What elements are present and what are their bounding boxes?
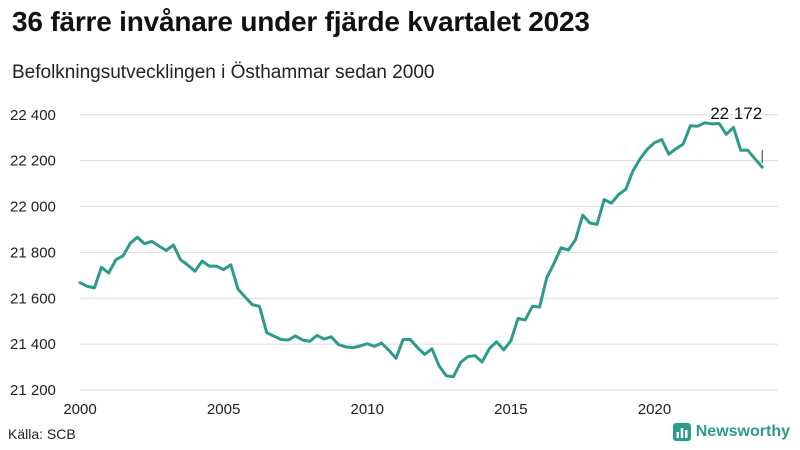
brand-name: Newsworthy xyxy=(695,423,790,440)
x-tick-label: 2010 xyxy=(351,401,384,418)
brand-logo: Newsworthy xyxy=(672,423,790,441)
bar-chart-icon xyxy=(672,423,691,441)
y-tick-label: 21 600 xyxy=(10,290,56,307)
annotation: 22 172 xyxy=(710,104,763,164)
source-note: Källa: SCB xyxy=(8,426,76,442)
x-tick-label: 2000 xyxy=(63,401,96,418)
x-tick-label: 2015 xyxy=(494,401,527,418)
y-tick-label: 21 200 xyxy=(10,382,56,399)
x-tick-label: 2020 xyxy=(638,401,671,418)
y-tick-label: 22 200 xyxy=(10,153,56,170)
y-tick-label: 22 000 xyxy=(10,199,56,216)
series-line xyxy=(78,121,764,379)
y-tick-label: 21 800 xyxy=(10,244,56,261)
chart-title: 36 färre invånare under fjärde kvartalet… xyxy=(12,6,590,37)
x-axis-ticks: 2000 2005 2010 2015 2020 xyxy=(63,401,671,418)
y-tick-label: 21 400 xyxy=(10,336,56,353)
x-tick-label: 2005 xyxy=(207,401,240,418)
chart-subtitle: Befolkningsutvecklingen i Östhammar seda… xyxy=(12,62,435,83)
y-tick-label: 22 400 xyxy=(10,107,56,124)
plot-area xyxy=(78,121,764,379)
y-axis-ticks: 21 200 21 400 21 600 21 800 22 000 22 200 22 4… xyxy=(10,107,56,399)
grid-lines xyxy=(80,114,778,391)
annotation-label: 22 172 xyxy=(710,104,762,123)
